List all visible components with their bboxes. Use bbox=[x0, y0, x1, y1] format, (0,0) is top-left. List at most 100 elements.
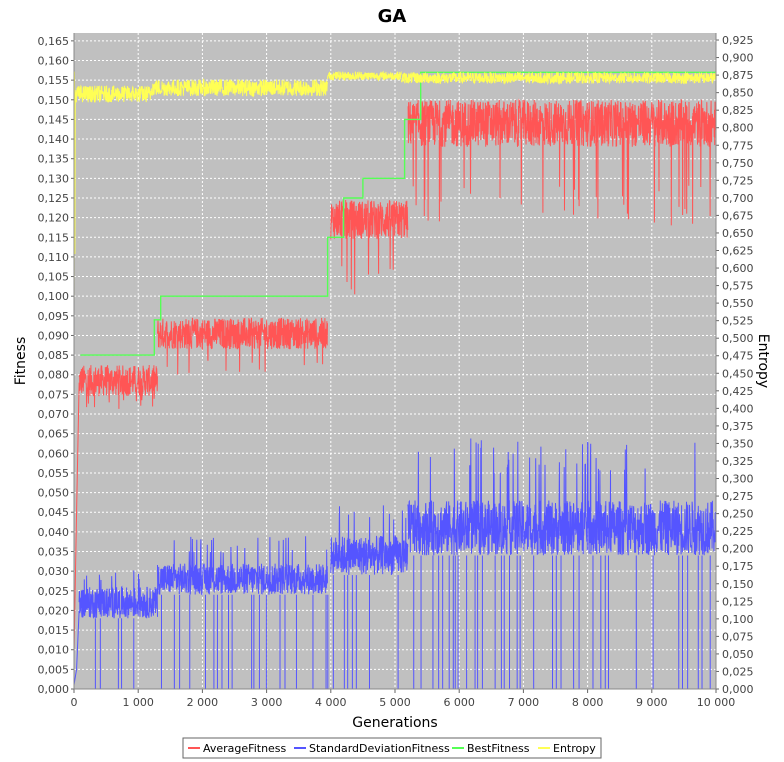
y-tick-label: 0,065 bbox=[38, 428, 70, 441]
x-tick-label: 4 000 bbox=[315, 696, 347, 709]
y2-tick-label: 0,725 bbox=[722, 174, 754, 187]
legend bbox=[182, 737, 602, 759]
y2-tick-label: 0,550 bbox=[722, 297, 754, 310]
std-fitness-line bbox=[157, 536, 328, 596]
y-tick-label: 0,025 bbox=[38, 585, 70, 598]
y-tick-label: 0,115 bbox=[38, 231, 70, 244]
legend-items: AverageFitness StandardDeviationFitness Be… bbox=[188, 742, 596, 755]
y2-tick-label: 0,900 bbox=[722, 52, 754, 65]
y-tick-label: 0,070 bbox=[38, 408, 70, 421]
x-tick-label: 7 000 bbox=[508, 696, 540, 709]
y-axis-label: Fitness bbox=[13, 337, 29, 386]
y2-tick-label: 0,275 bbox=[722, 490, 754, 503]
y-tick-label: 0,035 bbox=[38, 546, 70, 559]
series-best-fitness bbox=[80, 71, 716, 356]
legend-label: StandardDeviationFitness bbox=[309, 742, 450, 755]
y2-tick-label: 0,425 bbox=[722, 385, 754, 398]
x-tick-label: 2 000 bbox=[187, 696, 219, 709]
y-tick-label: 0,105 bbox=[38, 271, 70, 284]
y2-tick-label: 0,700 bbox=[722, 192, 754, 205]
y2-tick-label: 0,750 bbox=[722, 157, 754, 170]
legend-item: Entropy bbox=[538, 742, 596, 755]
y2-tick-label: 0,625 bbox=[722, 244, 754, 257]
legend-item: AverageFitness bbox=[188, 742, 287, 755]
y-tick-label: 0,135 bbox=[38, 153, 70, 166]
y-axis-ticks: 0,000 0,005 0,010 0,015 0,020 0,025 0,030 0,035… bbox=[38, 35, 74, 696]
y-tick-label: 0,075 bbox=[38, 388, 70, 401]
x-axis-label: Generations bbox=[352, 715, 437, 731]
entropy-line bbox=[150, 78, 328, 98]
average-fitness-ramp bbox=[74, 382, 80, 654]
entropy-line bbox=[74, 84, 152, 103]
y-tick-label: 0,060 bbox=[38, 447, 70, 460]
y-tick-label: 0,155 bbox=[38, 74, 70, 87]
y2-axis-ticks: 0,000 0,025 0,050 0,075 0,100 0,125 0,150 0,175… bbox=[716, 34, 754, 696]
x-tick-label: 0 bbox=[71, 696, 78, 709]
y-tick-label: 0,160 bbox=[38, 54, 70, 67]
y-tick-label: 0,130 bbox=[38, 172, 70, 185]
y2-tick-label: 0,500 bbox=[722, 332, 754, 345]
x-tick-label: 6 000 bbox=[443, 696, 475, 709]
std-fitness-ramp bbox=[74, 610, 80, 686]
y2-tick-label: 0,075 bbox=[722, 630, 754, 643]
y2-tick-label: 0,050 bbox=[722, 648, 754, 661]
average-fitness-line bbox=[407, 98, 716, 226]
x-tick-label: 10 000 bbox=[697, 696, 736, 709]
y2-tick-label: 0,475 bbox=[722, 350, 754, 363]
legend-label: Entropy bbox=[553, 742, 596, 755]
y-tick-label: 0,110 bbox=[38, 251, 70, 264]
series-standard-deviation-fitness bbox=[74, 438, 716, 689]
y2-tick-label: 0,675 bbox=[722, 209, 754, 222]
entropy-line bbox=[327, 70, 402, 82]
y2-tick-label: 0,225 bbox=[722, 525, 754, 538]
y-tick-label: 0,140 bbox=[38, 133, 70, 146]
y-tick-label: 0,055 bbox=[38, 467, 70, 480]
y-tick-label: 0,080 bbox=[38, 369, 70, 382]
legend-label: AverageFitness bbox=[203, 742, 287, 755]
y-tick-label: 0,010 bbox=[38, 644, 70, 657]
y-tick-label: 0,085 bbox=[38, 349, 70, 362]
y2-tick-label: 0,350 bbox=[722, 437, 754, 450]
y2-tick-label: 0,175 bbox=[722, 560, 754, 573]
y2-tick-label: 0,825 bbox=[722, 104, 754, 117]
series-layer bbox=[74, 70, 716, 689]
y-tick-label: 0,030 bbox=[38, 565, 70, 578]
x-tick-label: 8 000 bbox=[572, 696, 604, 709]
legend-item: StandardDeviationFitness bbox=[294, 742, 450, 755]
y-tick-label: 0,145 bbox=[38, 113, 70, 126]
y2-tick-label: 0,125 bbox=[722, 595, 754, 608]
y-tick-label: 0,015 bbox=[38, 624, 70, 637]
average-fitness-line bbox=[78, 364, 158, 409]
x-tick-label: 5 000 bbox=[379, 696, 411, 709]
std-fitness-line bbox=[407, 438, 716, 556]
legend-label: BestFitness bbox=[467, 742, 530, 755]
y2-tick-label: 0,775 bbox=[722, 139, 754, 152]
y-tick-label: 0,005 bbox=[38, 663, 70, 676]
y2-tick-label: 0,400 bbox=[722, 402, 754, 415]
std-fitness-line bbox=[330, 505, 409, 576]
y-tick-label: 0,045 bbox=[38, 506, 70, 519]
entropy-line bbox=[400, 70, 716, 86]
y-tick-label: 0,095 bbox=[38, 310, 70, 323]
chart-title: GA bbox=[378, 6, 407, 27]
y2-tick-label: 0,800 bbox=[722, 122, 754, 135]
y2-tick-label: 0,650 bbox=[722, 227, 754, 240]
y2-tick-label: 0,875 bbox=[722, 69, 754, 82]
series-entropy bbox=[74, 70, 716, 311]
y-tick-label: 0,000 bbox=[38, 683, 70, 696]
y2-tick-label: 0,850 bbox=[722, 87, 754, 100]
x-tick-label: 9 000 bbox=[636, 696, 668, 709]
y2-tick-label: 0,600 bbox=[722, 262, 754, 275]
x-axis-ticks: 0 1 000 2 000 3 000 4 000 5 000 6 000 7 000 8 00… bbox=[71, 689, 736, 709]
y2-tick-label: 0,300 bbox=[722, 473, 754, 486]
y2-tick-label: 0,325 bbox=[722, 455, 754, 468]
x-tick-label: 3 000 bbox=[251, 696, 283, 709]
y2-tick-label: 0,375 bbox=[722, 420, 754, 433]
legend-item: BestFitness bbox=[452, 742, 530, 755]
y-tick-label: 0,120 bbox=[38, 212, 70, 225]
y-tick-label: 0,150 bbox=[38, 94, 70, 107]
y-tick-label: 0,100 bbox=[38, 290, 70, 303]
y2-axis-label: Entropy bbox=[755, 334, 771, 388]
y2-tick-label: 0,450 bbox=[722, 367, 754, 380]
